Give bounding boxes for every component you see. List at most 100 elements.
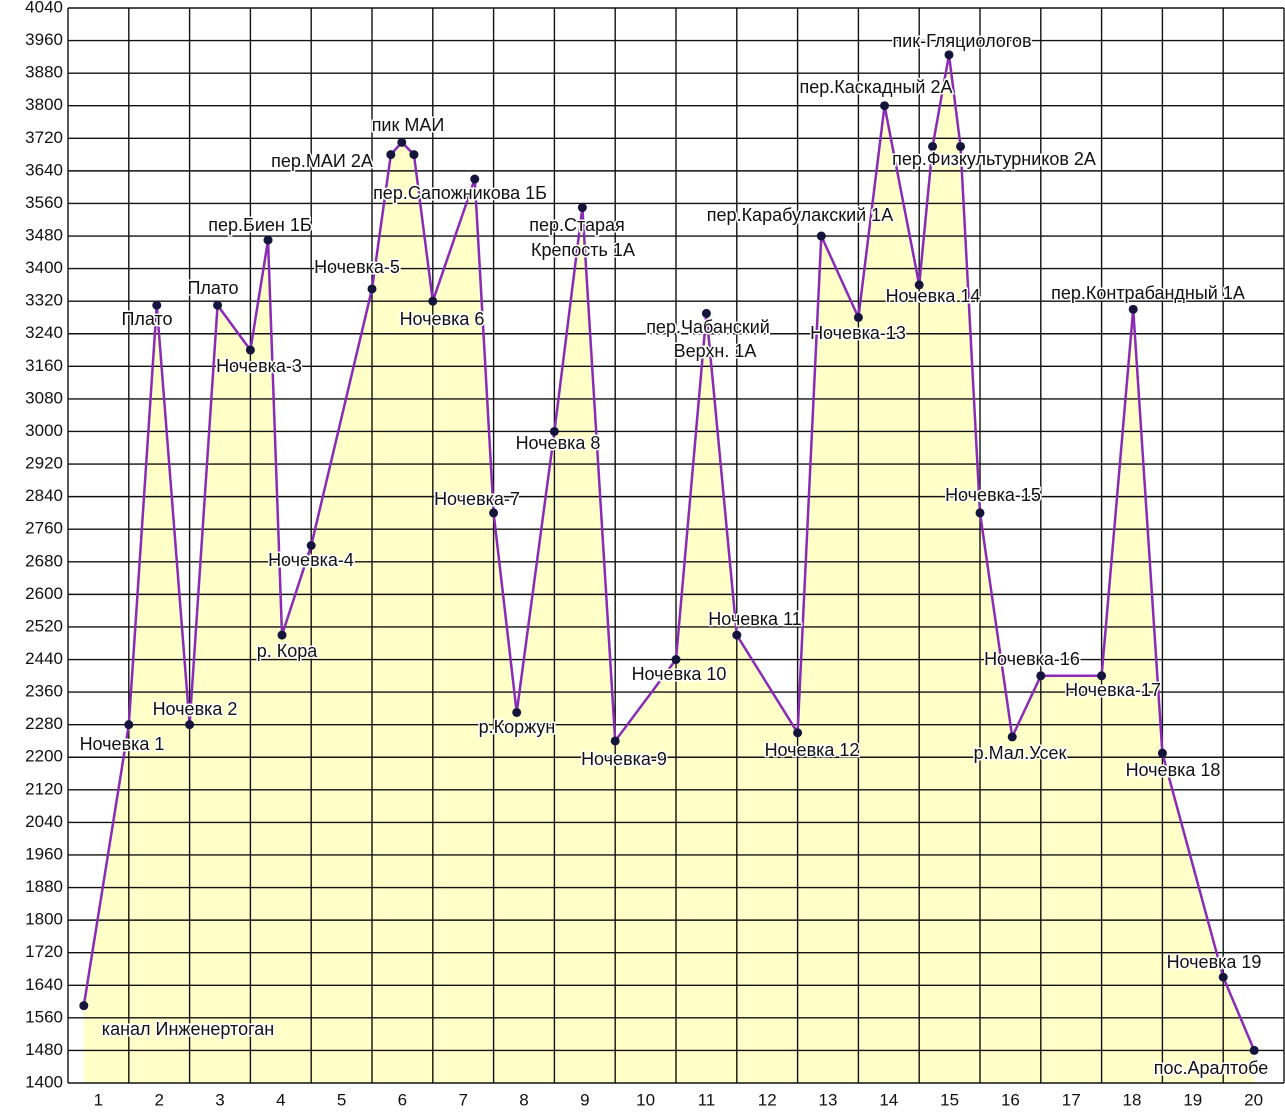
marker: [610, 736, 620, 746]
x-tick-label: 9: [580, 1090, 589, 1109]
point-label: Ночевка-9: [581, 749, 667, 769]
marker: [1157, 748, 1167, 758]
marker: [512, 707, 522, 717]
point-label: Плато: [187, 278, 238, 298]
marker: [577, 203, 587, 213]
x-tick-label: 13: [819, 1090, 838, 1109]
y-tick-label: 2200: [25, 747, 63, 766]
y-tick-label: 2920: [25, 454, 63, 473]
marker: [928, 141, 938, 151]
area: [83, 54, 1255, 1084]
y-tick-label: 3000: [25, 421, 63, 440]
y-tick-label: 2520: [25, 616, 63, 635]
x-tick-label: 20: [1244, 1090, 1263, 1109]
y-tick-label: 3560: [25, 193, 63, 212]
point-label: Ночевка-15: [945, 485, 1041, 505]
point-label: пер.Чабанский: [646, 317, 770, 337]
x-tick-label: 7: [458, 1090, 467, 1109]
x-tick-label: 3: [215, 1090, 224, 1109]
y-tick-label: 1480: [25, 1040, 63, 1059]
marker: [732, 630, 742, 640]
marker: [79, 1001, 89, 1011]
marker: [152, 300, 162, 310]
marker: [367, 284, 377, 294]
point-label: пик МАИ: [372, 115, 445, 135]
point-label: р.Коржун: [479, 717, 556, 737]
marker: [793, 728, 803, 738]
point-label: Ночевка 10: [632, 664, 727, 684]
point-label: Ночевка 19: [1167, 952, 1262, 972]
x-tick-label: 14: [879, 1090, 898, 1109]
y-tick-label: 1880: [25, 877, 63, 896]
point-label: пер.Биен 1Б: [208, 215, 311, 235]
y-tick-label: 2120: [25, 779, 63, 798]
point-label: пос.Аралтобе: [1154, 1058, 1268, 1078]
y-tick-label: 3480: [25, 226, 63, 245]
marker: [956, 141, 966, 151]
y-tick-label: 2680: [25, 551, 63, 570]
marker: [701, 308, 711, 318]
y-tick-label: 1400: [25, 1072, 63, 1091]
y-tick-label: 3640: [25, 160, 63, 179]
y-tick-label: 3880: [25, 63, 63, 82]
marker: [489, 508, 499, 518]
marker: [428, 296, 438, 306]
point-label: Ночевка 18: [1126, 760, 1221, 780]
y-tick-label: 4040: [25, 0, 63, 16]
point-label: Ночевка 2: [153, 699, 238, 719]
point-label: пер.Физкультурников 2А: [892, 149, 1096, 169]
marker: [386, 150, 396, 160]
marker: [277, 630, 287, 640]
point-label: Ночевка-4: [268, 550, 354, 570]
point-label: Ночевка 8: [516, 433, 601, 453]
x-tick-label: 16: [1001, 1090, 1020, 1109]
point-label: Ночевка 12: [765, 740, 860, 760]
x-tick-label: 5: [337, 1090, 346, 1109]
y-tick-label: 1960: [25, 844, 63, 863]
point-label: Ночевка-16: [984, 649, 1080, 669]
point-label: Ночевка 11: [708, 609, 802, 629]
marker: [263, 235, 273, 245]
y-tick-label: 2360: [25, 682, 63, 701]
x-tick-label: 4: [276, 1090, 285, 1109]
point-label: Ночевка-13: [810, 323, 906, 343]
point-label: пер.МАИ 2А: [271, 151, 373, 171]
y-tick-label: 3160: [25, 356, 63, 375]
marker: [245, 345, 255, 355]
y-tick-label: 3240: [25, 323, 63, 342]
x-tick-label: 17: [1062, 1090, 1081, 1109]
y-tick-label: 3080: [25, 388, 63, 407]
marker: [185, 720, 195, 730]
marker: [306, 541, 316, 550]
marker: [1218, 972, 1228, 982]
x-tick-label: 12: [758, 1090, 777, 1109]
marker: [397, 137, 407, 147]
y-tick-label: 3400: [25, 258, 63, 277]
y-tick-label: 3720: [25, 128, 63, 147]
marker: [1128, 304, 1138, 314]
point-label: Плато: [121, 309, 172, 329]
point-label: пер.Карабулакский 1А: [707, 205, 893, 225]
y-tick-label: 1560: [25, 1007, 63, 1026]
y-tick-label: 2280: [25, 714, 63, 733]
marker: [1097, 671, 1107, 681]
point-label: Ночевка 6: [400, 309, 485, 329]
y-tick-label: 1720: [25, 942, 63, 961]
x-tick-label: 6: [398, 1090, 407, 1109]
point-label: пер.Сапожникова 1Б: [373, 183, 547, 203]
point-label: Ночевка-5: [314, 257, 400, 277]
point-label: пер.Старая: [529, 215, 625, 235]
x-tick-label: 15: [940, 1090, 959, 1109]
x-tick-label: 1: [94, 1090, 103, 1109]
y-tick-label: 2040: [25, 812, 63, 831]
marker: [880, 101, 890, 111]
marker: [944, 50, 954, 60]
point-label: канал Инженертоган: [102, 1019, 274, 1039]
marker: [409, 150, 419, 160]
point-label: р.Мал.Усек: [974, 743, 1067, 763]
y-tick-label: 3800: [25, 95, 63, 114]
y-tick-label: 2440: [25, 649, 63, 668]
marker: [213, 300, 223, 310]
marker: [1036, 671, 1046, 681]
